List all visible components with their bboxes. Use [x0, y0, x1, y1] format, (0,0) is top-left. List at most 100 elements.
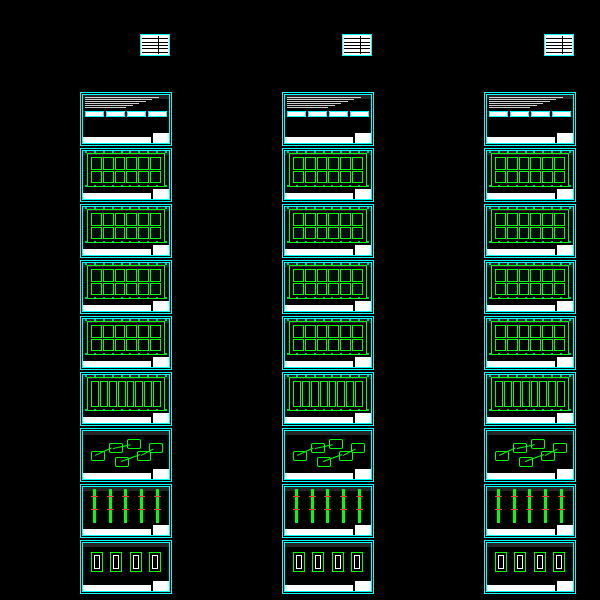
- plan-room: [138, 213, 149, 226]
- grid-bubble: [349, 151, 351, 153]
- spec-line: [287, 99, 354, 100]
- sheet-stamp: [153, 301, 169, 311]
- grid-bubble-row: [489, 207, 571, 210]
- riser-pipe: [358, 489, 361, 523]
- grid-bubble: [296, 263, 298, 265]
- grid-bubble: [323, 241, 325, 243]
- sheet-stamp: [355, 525, 371, 535]
- grid-bubble: [314, 151, 316, 153]
- plan-room: [554, 157, 565, 170]
- grid-bubble: [358, 185, 360, 187]
- grid-bubble: [349, 241, 351, 243]
- sheet-stamp: [153, 469, 169, 479]
- spec-text-block: [85, 97, 167, 131]
- grid-bubble: [147, 207, 149, 209]
- spec-text-block: [489, 97, 571, 131]
- plan-room-grid: [91, 213, 161, 239]
- grid-bubble: [560, 263, 562, 265]
- grid-bubble: [525, 263, 527, 265]
- grid-bubble: [287, 151, 289, 153]
- grid-bubble: [85, 207, 87, 209]
- grid-bubble: [156, 241, 158, 243]
- plan-room: [138, 157, 149, 170]
- grid-bubble: [147, 353, 149, 355]
- grid-bubble: [358, 263, 360, 265]
- grid-bubble: [323, 185, 325, 187]
- spec-legend-box: [308, 111, 327, 117]
- sheet-stamp: [355, 133, 371, 143]
- plan-room: [103, 227, 114, 240]
- detail-section: [293, 552, 305, 572]
- sheet-stamp: [153, 413, 169, 423]
- sheet-stamp: [153, 581, 169, 591]
- grid-bubble: [489, 241, 491, 243]
- grid-bubble: [349, 375, 351, 377]
- grid-bubble: [121, 375, 123, 377]
- grid-bubble: [305, 241, 307, 243]
- grid-bubble: [121, 241, 123, 243]
- detail-section: [332, 552, 344, 572]
- plan-room: [542, 171, 553, 184]
- plan-room: [337, 381, 345, 407]
- title-block-divider: [360, 36, 361, 54]
- sheet-stamp: [355, 301, 371, 311]
- spec-legend-box: [350, 111, 369, 117]
- plan-room: [91, 339, 102, 352]
- grid-bubble: [103, 319, 105, 321]
- detail-section: [495, 552, 507, 572]
- riser-pipe: [109, 489, 112, 523]
- grid-bubble: [560, 319, 562, 321]
- drawing-sheet: [282, 92, 374, 146]
- detail-section: [351, 552, 363, 572]
- riser-pipe: [156, 489, 159, 523]
- plan-room-grid: [495, 213, 565, 239]
- grid-bubble: [287, 263, 289, 265]
- grid-bubble: [103, 263, 105, 265]
- drawing-sheet: [282, 428, 374, 482]
- plan-room: [530, 213, 541, 226]
- riser-diagram: [289, 489, 367, 523]
- plan-room: [115, 283, 126, 296]
- spec-legend-row: [85, 111, 167, 117]
- plan-room: [91, 171, 102, 184]
- plan-room-grid: [293, 381, 363, 407]
- grid-bubble: [533, 297, 535, 299]
- plan-room: [554, 171, 565, 184]
- grid-bubble: [323, 353, 325, 355]
- grid-bubble: [507, 207, 509, 209]
- drawing-sheet: [80, 484, 172, 538]
- grid-bubble: [489, 375, 491, 377]
- plan-room: [542, 339, 553, 352]
- grid-bubble: [507, 375, 509, 377]
- spec-text-block: [287, 97, 369, 131]
- grid-bubble: [121, 409, 123, 411]
- plan-room: [91, 381, 99, 407]
- riser-pipe: [326, 489, 329, 523]
- plan-room: [554, 213, 565, 226]
- grid-bubble: [323, 375, 325, 377]
- grid-bubble: [349, 207, 351, 209]
- grid-bubble: [560, 241, 562, 243]
- grid-bubble: [489, 263, 491, 265]
- riser-pipe: [544, 489, 547, 523]
- grid-bubble: [147, 297, 149, 299]
- plan-room: [554, 325, 565, 338]
- grid-bubble: [296, 241, 298, 243]
- grid-bubble: [489, 319, 491, 321]
- grid-bubble: [138, 241, 140, 243]
- plan-room: [328, 283, 339, 296]
- grid-bubble: [367, 297, 369, 299]
- spec-legend-box: [148, 111, 167, 117]
- grid-bubble: [358, 319, 360, 321]
- grid-bubble: [525, 151, 527, 153]
- grid-bubble: [560, 375, 562, 377]
- spec-legend-box: [531, 111, 550, 117]
- title-block-divider: [562, 36, 563, 54]
- plan-room: [507, 283, 518, 296]
- riser-diagram: [491, 489, 569, 523]
- grid-bubble: [138, 185, 140, 187]
- floor-plan: [87, 377, 165, 411]
- plan-room: [115, 157, 126, 170]
- plan-room: [542, 227, 553, 240]
- grid-bubble: [121, 319, 123, 321]
